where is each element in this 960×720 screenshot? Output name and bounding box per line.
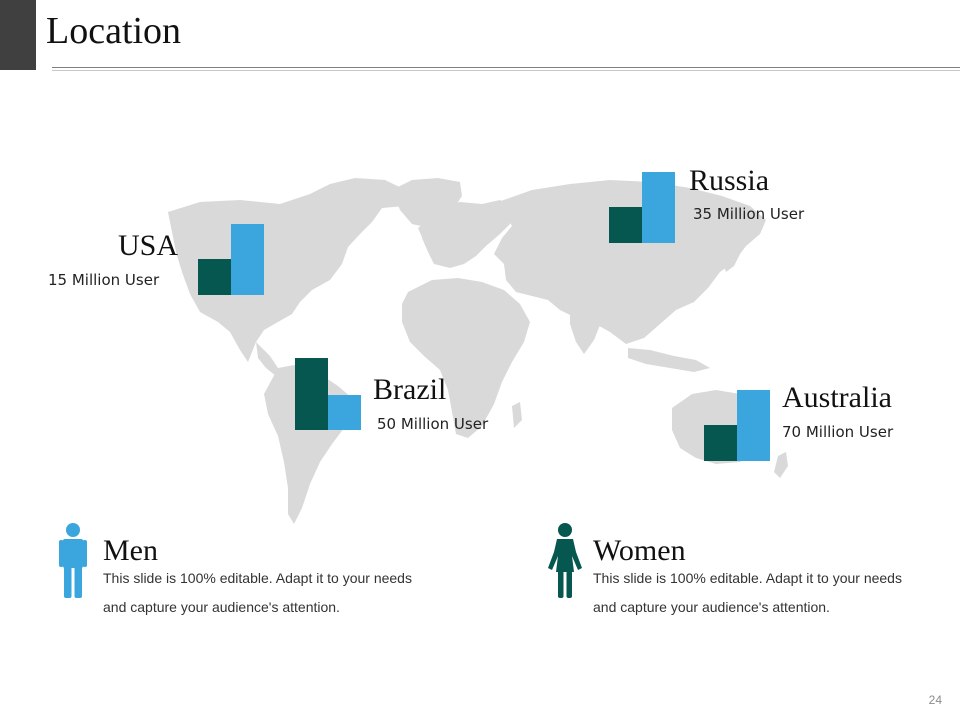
map-uk	[418, 222, 430, 242]
map-europe	[422, 200, 516, 268]
usa-users: 15 Million User	[48, 271, 160, 289]
australia-users: 70 Million User	[782, 423, 894, 441]
russia-label: Russia	[689, 164, 770, 197]
map-indonesia	[628, 348, 710, 372]
map-japan	[722, 236, 742, 272]
title-divider	[52, 67, 960, 68]
russia-bar-dark	[609, 207, 642, 243]
brazil-label: Brazil	[373, 373, 447, 406]
usa-label: USA	[118, 229, 179, 262]
page-title: Location	[46, 10, 182, 52]
world-map	[168, 178, 788, 524]
usa-bar-light	[231, 224, 264, 295]
map-africa	[402, 278, 530, 438]
russia-bar-light	[642, 172, 675, 243]
australia-label: Australia	[782, 381, 892, 414]
map-madagascar	[512, 402, 522, 428]
men-heading: Men	[103, 534, 158, 567]
usa-bar-dark	[198, 259, 231, 295]
woman-icon	[548, 523, 582, 598]
title-divider-light	[52, 70, 960, 71]
map-north-america	[168, 178, 410, 362]
brazil-bar-light	[328, 395, 361, 430]
women-description: This slide is 100% editable. Adapt it to…	[593, 570, 902, 615]
brazil-users: 50 Million User	[377, 415, 489, 433]
man-icon	[59, 523, 87, 598]
map-central-america	[256, 342, 278, 376]
women-heading: Women	[593, 534, 686, 567]
page-number: 24	[928, 693, 942, 707]
title-accent-bar	[0, 0, 36, 70]
map-asia	[494, 180, 766, 344]
australia-bar-dark	[704, 425, 737, 461]
brazil-bar-dark	[295, 358, 328, 430]
men-description: This slide is 100% editable. Adapt it to…	[103, 570, 412, 615]
australia-bar-light	[737, 390, 770, 461]
russia-users: 35 Million User	[693, 205, 805, 223]
map-new-zealand	[774, 452, 788, 478]
map-india	[570, 306, 602, 354]
